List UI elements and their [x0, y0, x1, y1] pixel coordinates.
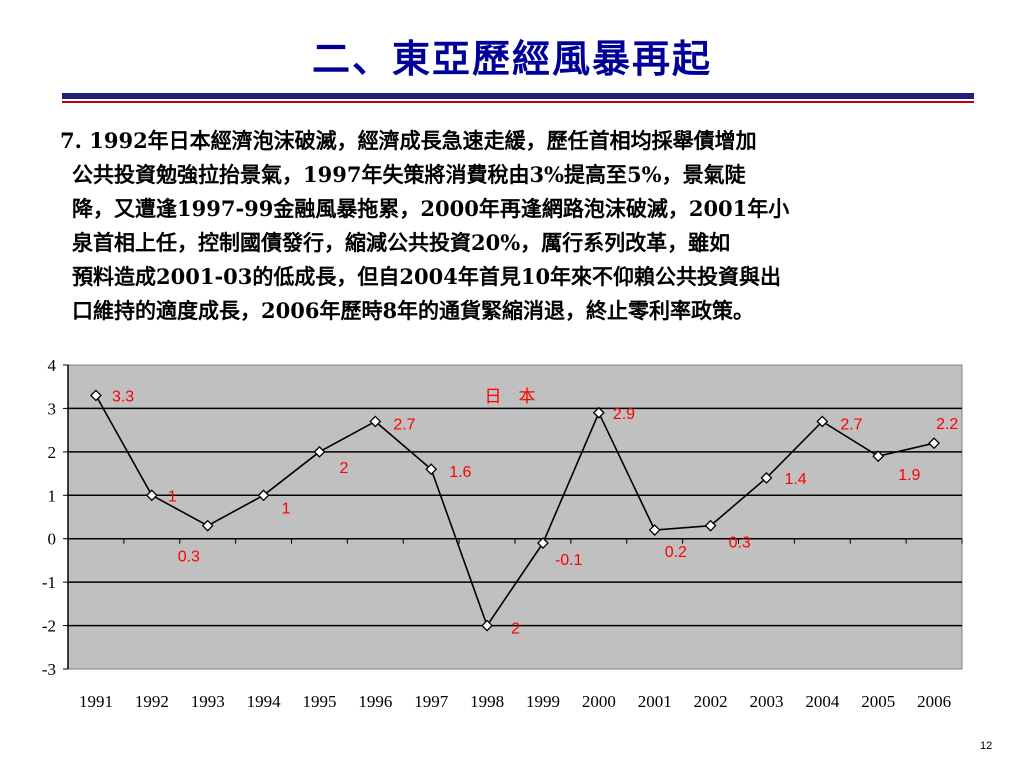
data-label: 1	[168, 488, 177, 505]
data-point-marker	[872, 450, 885, 463]
data-label: 0.3	[178, 549, 200, 566]
x-tick-label: 1991	[79, 692, 113, 711]
x-tick-label: 2002	[694, 692, 728, 711]
data-label: 0.3	[729, 535, 751, 552]
data-label: -0.1	[555, 552, 583, 569]
y-tick-label: 1	[48, 486, 57, 505]
data-label: 0.2	[665, 544, 687, 561]
slide-title: 二、東亞歷經風暴再起	[311, 36, 712, 81]
body-paragraph: 7. 1992年日本經濟泡沫破滅，經濟成長急速走緩，歷任首相均採舉債增加 公共投…	[60, 124, 972, 328]
data-label: 1.6	[449, 464, 471, 481]
y-tick-label: 2	[48, 443, 57, 462]
y-tick-label: 3	[48, 399, 57, 418]
data-label: 2	[511, 621, 520, 638]
data-label: 1.4	[784, 471, 806, 488]
series-line	[95, 395, 935, 628]
data-point-marker	[313, 445, 326, 458]
data-point-marker	[425, 463, 438, 476]
x-tick-label: 2004	[805, 692, 840, 711]
x-tick-label: 1999	[526, 692, 560, 711]
y-tick-label: 0	[48, 530, 57, 549]
x-tick-label: 2006	[917, 692, 951, 711]
paragraph-line: 預料造成2001-03的低成長，但自2004年首見10年來不仰賴公共投資與出	[72, 264, 782, 289]
x-tick-label: 1995	[302, 692, 336, 711]
data-label: 1.9	[898, 467, 920, 484]
data-point-marker	[145, 489, 158, 502]
paragraph-line: 泉首相上任，控制國債發行，縮減公共投資20%，厲行系列改革，雖如	[72, 230, 731, 255]
y-tick-label: -2	[42, 617, 56, 636]
data-point-marker	[816, 415, 829, 428]
x-tick-label: 2005	[861, 692, 895, 711]
x-tick-label: 1997	[414, 692, 449, 711]
data-label: 2.2	[936, 416, 958, 433]
plot-area	[67, 364, 963, 670]
paragraph-line: 公共投資勉強拉抬景氣，1997年失策將消費稅由3%提高至5%，景氣陡	[72, 162, 746, 187]
data-point-marker	[537, 537, 549, 549]
paragraph-line: 口維持的適度成長，2006年歷時8年的通貨緊縮消退，終止零利率政策。	[72, 298, 755, 323]
x-tick-label: 2000	[582, 692, 616, 711]
y-tick-label: -3	[42, 660, 56, 679]
data-point-marker	[201, 519, 214, 532]
data-point-marker	[928, 437, 940, 450]
x-tick-label: 2001	[638, 692, 672, 711]
page-number: 12	[980, 740, 993, 752]
data-label: 2.7	[840, 416, 862, 433]
x-tick-label: 1992	[135, 692, 169, 711]
data-point-marker	[760, 471, 773, 484]
paragraph-line: 7. 1992年日本經濟泡沫破滅，經濟成長急速走緩，歷任首相均採舉債增加	[60, 128, 757, 153]
chart-title: 日 本	[485, 387, 536, 407]
y-tick-label: -1	[42, 573, 56, 592]
data-label: 3.3	[112, 388, 134, 405]
data-point-marker	[369, 415, 382, 428]
data-label: 1	[282, 500, 291, 517]
data-label: 2.7	[393, 416, 415, 433]
data-label: 2	[339, 460, 348, 477]
paragraph-line: 降，又遭逢1997-99金融風暴拖累，2000年再逢網路泡沫破滅，2001年小	[72, 196, 790, 221]
data-point-marker	[90, 389, 102, 402]
x-tick-label: 2003	[749, 692, 783, 711]
x-tick-label: 1994	[247, 692, 282, 711]
data-point-marker	[592, 406, 605, 419]
data-point-marker	[704, 519, 717, 532]
x-tick-label: 1993	[191, 692, 225, 711]
x-tick-label: 1998	[470, 692, 504, 711]
data-point-marker	[257, 489, 270, 502]
data-point-marker	[481, 619, 493, 632]
data-point-marker	[648, 524, 661, 536]
title-rule-thick	[62, 93, 974, 99]
data-label: 2.9	[613, 406, 635, 423]
title-rule-thin	[62, 101, 974, 103]
y-tick-label: 4	[48, 356, 57, 375]
x-tick-label: 1996	[358, 692, 392, 711]
